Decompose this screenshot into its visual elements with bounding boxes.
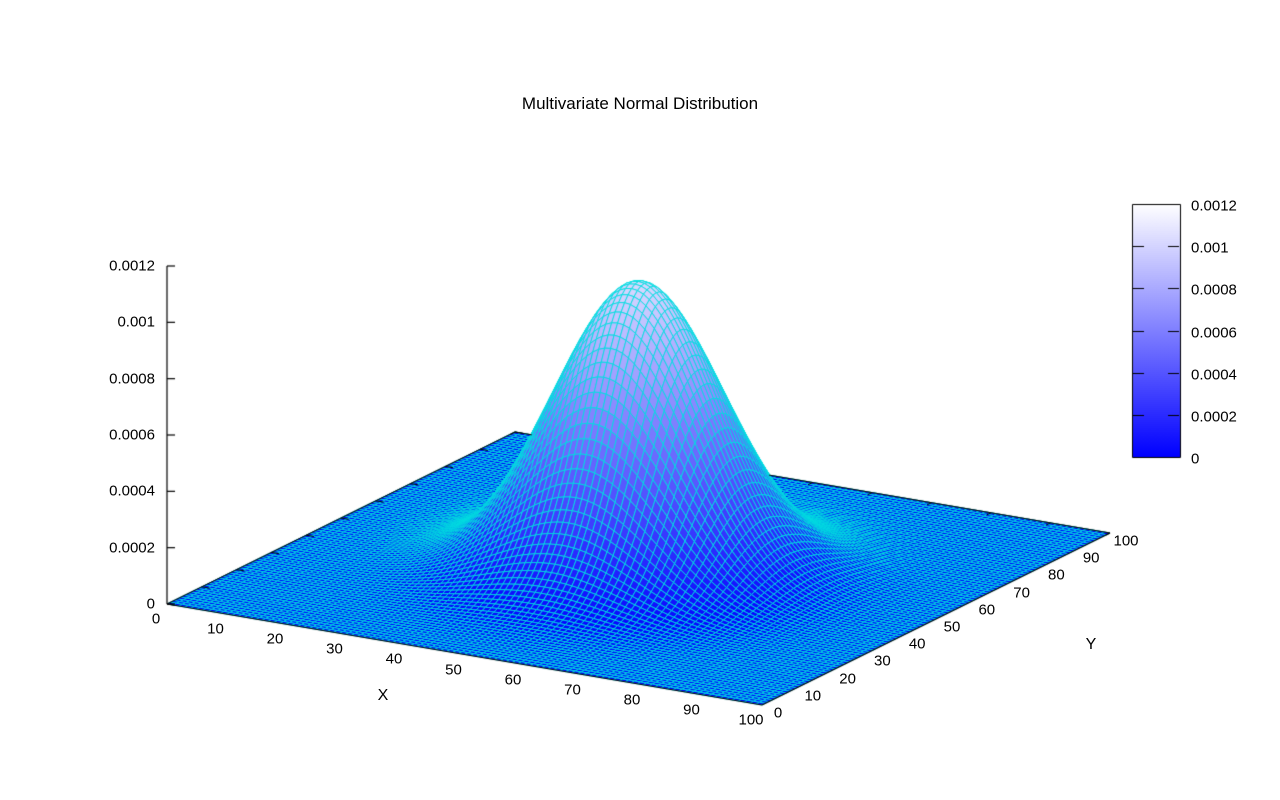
x-axis-tick-label: 70	[564, 681, 581, 699]
x-axis-tick-label: 90	[683, 701, 700, 719]
x-axis-label: X	[377, 687, 389, 704]
colorbar-tick-label: 0.0004	[1191, 366, 1237, 384]
z-axis-tick-label: 0.0006	[109, 426, 155, 444]
colorbar-tick-label: 0.0006	[1191, 324, 1237, 341]
y-axis-tick-label: 100	[1113, 532, 1139, 550]
x-axis-tick-label: 0	[151, 610, 161, 628]
x-axis-tick-label: 20	[266, 630, 284, 648]
colorbar-tick-label: 0.0008	[1191, 281, 1237, 299]
y-axis-label: Y	[1085, 636, 1097, 653]
z-axis-tick-label: 0	[146, 595, 155, 613]
colorbar-tick-label: 0.001	[1191, 239, 1229, 257]
z-axis-tick-label: 0.0004	[109, 482, 155, 500]
y-axis-tick-label: 30	[874, 652, 891, 670]
chart-title: Multivariate Normal Distribution	[521, 94, 759, 113]
x-axis-tick-label: 50	[445, 661, 462, 678]
colorbar-tick-label: 0.0012	[1191, 197, 1237, 215]
x-axis-tick-label: 40	[385, 650, 403, 668]
z-axis-tick-label: 0.0002	[109, 539, 155, 557]
x-axis-tick-label: 80	[623, 691, 641, 709]
y-axis-tick-label: 50	[943, 618, 961, 636]
y-axis-tick-label: 20	[839, 670, 856, 688]
x-axis-tick-label: 10	[207, 620, 224, 638]
z-axis-tick-label: 0.001	[117, 313, 155, 331]
y-axis-tick-label: 70	[1013, 584, 1030, 602]
y-axis-tick-label: 60	[978, 601, 996, 619]
x-axis-tick-label: 100	[738, 711, 764, 729]
y-axis-tick-label: 80	[1048, 566, 1065, 584]
y-axis-tick-label: 40	[908, 635, 926, 653]
x-axis-tick-label: 30	[326, 640, 343, 658]
y-axis-tick-label: 90	[1082, 549, 1100, 567]
colorbar-tick-label: 0.0002	[1191, 408, 1237, 426]
colorbar-tick-label: 0	[1191, 450, 1200, 468]
x-axis-tick-label: 60	[504, 671, 522, 689]
z-axis-tick-label: 0.0008	[109, 370, 155, 388]
y-axis-tick-label: 10	[804, 687, 822, 705]
y-axis-tick-label: 0	[773, 704, 783, 722]
z-axis-tick-label: 0.0012	[109, 257, 155, 275]
